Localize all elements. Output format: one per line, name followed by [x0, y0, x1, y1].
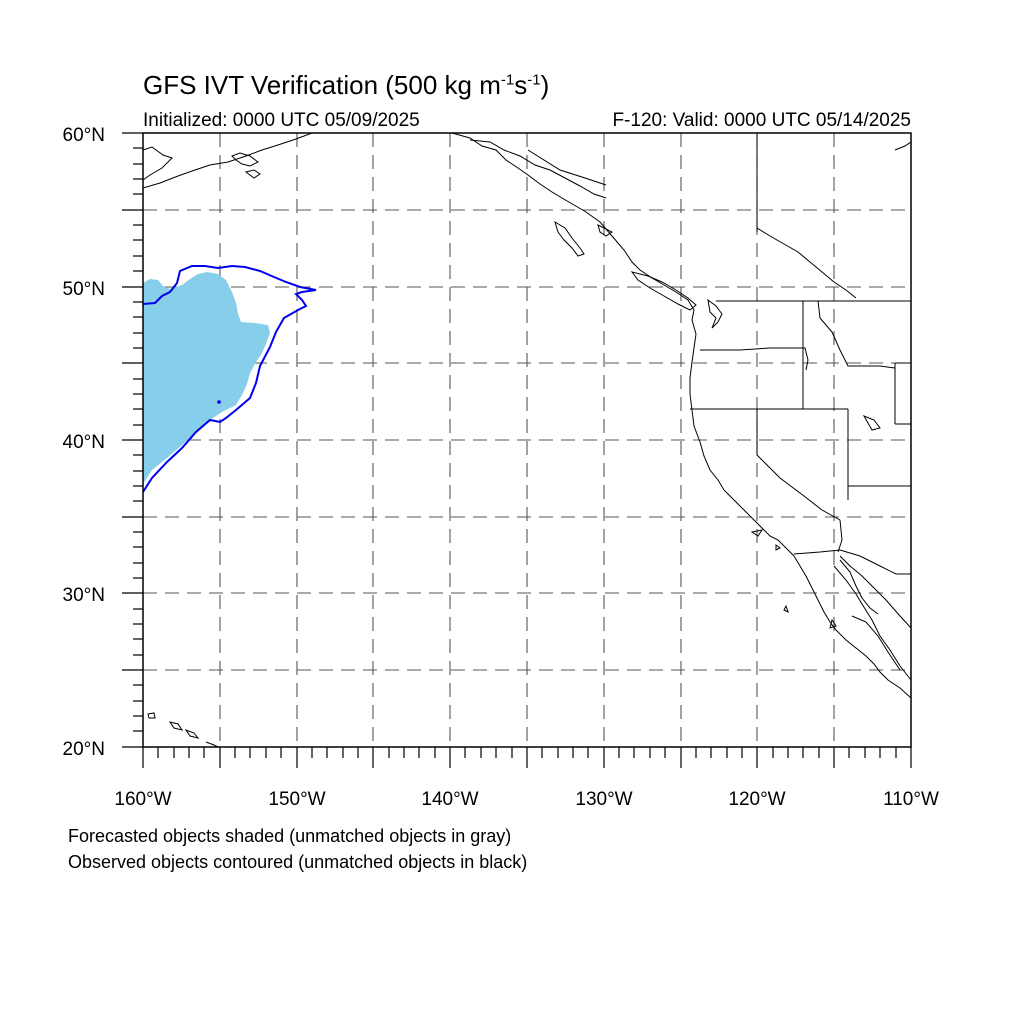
lon-label-120w: 120°W [728, 789, 785, 810]
political-borders [690, 133, 911, 575]
lat-label-30n: 30°N [63, 585, 105, 606]
initialized-time: Initialized: 0000 UTC 05/09/2025 [143, 110, 420, 131]
lon-label-130w: 130°W [575, 789, 632, 810]
lat-label-40n: 40°N [63, 432, 105, 453]
lon-label-110w: 110°W [883, 789, 939, 810]
chart-title: GFS IVT Verification (500 kg m-1s-1) [143, 70, 549, 101]
lon-label-150w: 150°W [268, 789, 325, 810]
coastlines [143, 133, 911, 747]
observed-legend-note: Observed objects contoured (unmatched ob… [68, 852, 528, 872]
title-exponent-2: -1 [527, 71, 541, 89]
lat-label-60n: 60°N [63, 125, 105, 146]
valid-time: F-120: Valid: 0000 UTC 05/14/2025 [612, 110, 911, 131]
grid-lines [143, 133, 911, 747]
lon-label-140w: 140°W [421, 789, 478, 810]
forecast-legend-note: Forecasted objects shaded (unmatched obj… [68, 826, 512, 846]
forecast-object [143, 272, 270, 484]
lon-label-160w: 160°W [114, 789, 171, 810]
title-text: GFS IVT Verification (500 kg m [143, 70, 501, 100]
title-exponent-1: -1 [500, 71, 515, 89]
tick-marks [122, 132, 912, 768]
title-unit-s: s [514, 70, 528, 100]
title-close: ) [540, 70, 550, 100]
lat-label-50n: 50°N [63, 279, 105, 300]
observed-object-contour [143, 264, 317, 493]
observed-object-point [217, 400, 221, 404]
lat-label-20n: 20°N [63, 739, 105, 760]
